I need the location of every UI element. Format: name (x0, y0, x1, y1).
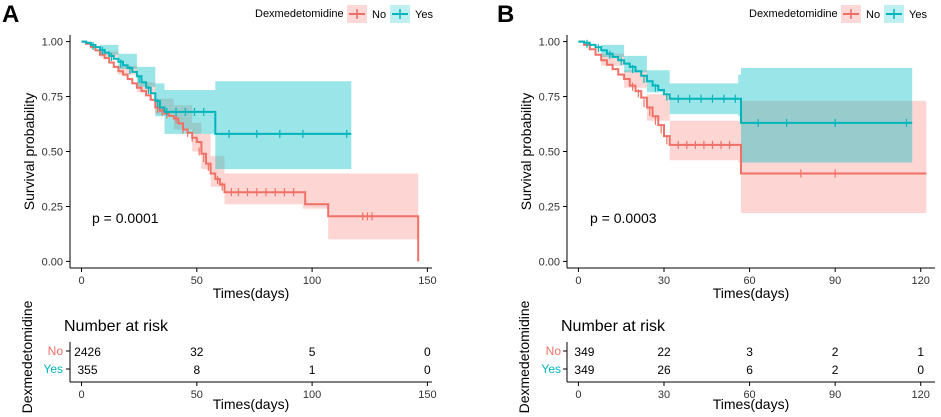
risk-table-title: Number at risk (64, 318, 169, 335)
y-tick-label: 0.00 (42, 256, 63, 268)
y-tick-label: 0.00 (539, 256, 560, 268)
x-tick-label: 50 (191, 275, 203, 287)
risk-count: 2426 (74, 345, 101, 359)
x-tick-label: 0 (78, 275, 84, 287)
risk-x-tick-label: 90 (829, 389, 841, 401)
legend-label-no: No (372, 9, 386, 21)
x-tick-label: 0 (575, 275, 581, 287)
x-axis-title: Times(days) (713, 285, 790, 301)
risk-table-title: Number at risk (561, 318, 666, 335)
x-tick-label: 30 (658, 275, 670, 287)
risk-x-axis-title: Times(days) (213, 396, 290, 412)
x-tick-label: 60 (743, 275, 755, 287)
survival-curve-yes (81, 40, 352, 135)
legend-label-yes: Yes (909, 9, 927, 21)
risk-count: 1 (309, 363, 316, 377)
ci-band-no (578, 41, 927, 213)
x-axis-title: Times(days) (213, 285, 290, 301)
risk-x-tick-label: 60 (743, 389, 755, 401)
legend-title: Dexmedetomidine (255, 8, 344, 20)
risk-count: 32 (190, 345, 204, 359)
y-tick-label: 1.00 (539, 37, 560, 49)
risk-count: 5 (309, 345, 316, 359)
risk-y-axis-title: Dexmedetomidine (19, 300, 35, 413)
y-tick-label: 0.25 (539, 201, 560, 213)
main-axes: 0.00 0.25 0.50 0.75 1.00 0 50 100 150 Times(days)… (21, 35, 437, 301)
risk-y-axis-title: Dexmedetomidine (516, 300, 532, 413)
main-axes: 0.00 0.25 0.50 0.75 1.00 0 30 60 90 120 Times(days… (518, 35, 935, 301)
y-tick-label: 0.75 (539, 92, 560, 104)
risk-count: 22 (657, 345, 671, 359)
risk-count: 349 (574, 345, 594, 359)
y-axis-title: Survival probability (518, 93, 534, 211)
risk-x-tick-label: 100 (303, 389, 321, 401)
ci-band-yes (81, 41, 352, 170)
survival-curve-yes (578, 40, 913, 124)
risk-count: 349 (574, 363, 594, 377)
p-value: p = 0.0003 (590, 210, 657, 226)
risk-x-tick-label: 30 (658, 389, 670, 401)
risk-x-tick-label: 120 (912, 389, 930, 401)
risk-count: 0 (424, 363, 431, 377)
legend: Dexmedetomidine No Yes (255, 5, 433, 23)
y-tick-label: 1.00 (42, 37, 63, 49)
p-value: p = 0.0001 (92, 210, 159, 226)
risk-row-label-no: No (48, 344, 64, 358)
risk-count: 26 (657, 363, 671, 377)
risk-count: 1 (917, 345, 924, 359)
risk-x-tick-label: 50 (191, 389, 203, 401)
risk-count: 2 (832, 363, 839, 377)
legend-label-yes: Yes (415, 9, 433, 21)
y-tick-label: 0.50 (539, 147, 560, 159)
risk-count: 3 (746, 345, 753, 359)
panel-label: B (497, 1, 514, 28)
risk-x-tick-label: 150 (418, 389, 436, 401)
risk-row-label-yes: Yes (43, 362, 63, 376)
risk-count: 8 (193, 363, 200, 377)
y-tick-label: 0.50 (42, 147, 63, 159)
risk-row-label-no: No (546, 344, 562, 358)
risk-count: 0 (917, 363, 924, 377)
km-panel-a: A Dexmedetomidine No Yes 0.00 0.25 0.50 0.75 1.0… (2, 1, 437, 413)
risk-count: 0 (424, 345, 431, 359)
x-tick-label: 100 (303, 275, 321, 287)
panel-label: A (2, 1, 19, 28)
legend-label-no: No (866, 9, 880, 21)
risk-count: 6 (746, 363, 753, 377)
risk-x-tick-label: 0 (575, 389, 581, 401)
y-tick-label: 0.75 (42, 92, 63, 104)
x-tick-label: 90 (829, 275, 841, 287)
risk-table: Number at risk No 349 22 3 2 1 Yes 349 26 6 2 0 0 30 60… (516, 300, 935, 413)
risk-count: 2 (832, 345, 839, 359)
x-tick-label: 120 (912, 275, 930, 287)
y-tick-label: 0.25 (42, 201, 63, 213)
y-axis-title: Survival probability (21, 93, 37, 211)
risk-row-label-yes: Yes (541, 362, 561, 376)
risk-x-axis-title: Times(days) (713, 396, 790, 412)
legend: Dexmedetomidine No Yes (749, 5, 927, 23)
x-tick-label: 150 (418, 275, 436, 287)
km-panel-b: B Dexmedetomidine No Yes 0.00 0.25 0.50 0.75 1.0… (497, 1, 935, 413)
risk-x-tick-label: 0 (78, 389, 84, 401)
survival-curve-no (578, 40, 927, 175)
risk-count: 355 (78, 363, 98, 377)
legend-title: Dexmedetomidine (749, 8, 838, 20)
ci-band-yes (578, 41, 913, 163)
ci-band-no (81, 41, 419, 240)
